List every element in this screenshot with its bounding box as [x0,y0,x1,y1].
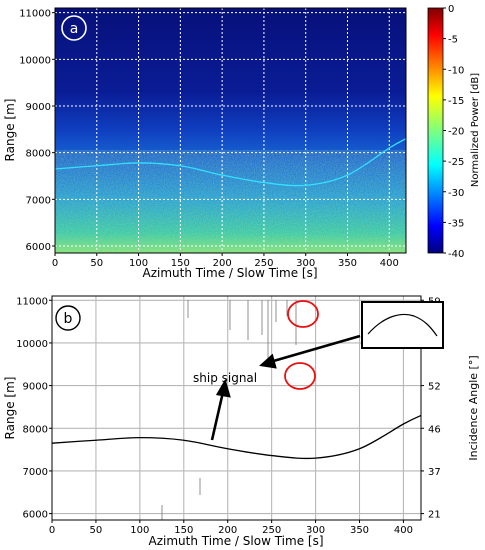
y-tick-label: 9000 [23,382,48,393]
y-tick-label: 7000 [23,467,48,478]
panel-b-badge-label: b [64,311,73,327]
y-tick-label: 6000 [26,242,51,253]
panel-a-xlabel: Azimuth Time / Slow Time [s] [142,266,317,280]
colorbar-ticks: 0 -5 -10 -15 -20 -25 -30 -35 -40 [443,4,464,260]
x-tick-label: 100 [129,258,148,269]
panel-b-frame [51,295,422,521]
panel-a-grid [55,8,406,253]
x-tick-label: 400 [380,258,399,269]
colorbar-tick-label: -20 [448,127,464,138]
x-tick-label: 200 [213,258,232,269]
panel-b-ship-track [52,414,421,460]
x-tick-label: 150 [174,525,193,536]
x-tick-label: 100 [130,525,149,536]
x-tick-label: 350 [338,258,357,269]
annotation-arrows [210,334,361,441]
panel-b-ylabel: Range [m] [3,377,17,440]
x-tick-label: 250 [254,258,273,269]
colorbar-tick-label: -40 [448,249,464,260]
y-tick-label: 10000 [19,55,51,66]
y-tick-label: 10000 [16,339,48,350]
ship-signal-label: ship signal [193,371,257,385]
panel-a-ship-track [55,138,406,187]
y-tick-label: 9000 [26,102,51,113]
colorbar [427,7,444,254]
x-tick-label: 50 [90,525,103,536]
red-circle-top [287,300,319,328]
y-tick-label: 8000 [26,149,51,160]
inset-track [367,313,438,337]
arrow-to-inset-head [259,353,277,369]
x-tick-label: 400 [394,525,413,536]
y-tick-label: 11000 [19,9,51,20]
colorbar-tick-label: -5 [448,35,458,46]
x-tick-label: 0 [52,258,58,269]
panel-b: 0 50 100 150 200 250 300 350 400 6000 7000 8000 900… [3,295,480,548]
panel-b-clutter [161,300,297,520]
x-tick-label: 250 [262,525,281,536]
panel-a-x-ticks: 0 50 100 150 200 250 300 350 400 [52,253,399,269]
colorbar-tick-label: -30 [448,188,464,199]
x-tick-label: 300 [296,258,315,269]
y2-tick-label: 21 [428,510,441,521]
arrow-to-inset [269,334,361,364]
arrow-to-track [210,391,225,441]
x-tick-label: 0 [49,525,55,536]
panel-b-y2label: Incidence Angle [°] [467,355,480,460]
panel-a: 0 50 100 150 200 250 300 350 400 6000 7000 8000 900… [3,4,481,280]
y-tick-label: 6000 [23,510,48,521]
panel-b-y-ticks: 6000 7000 8000 9000 10000 11000 [16,296,52,521]
x-tick-label: 300 [306,525,325,536]
panel-a-ylabel: Range [m] [3,99,17,162]
x-tick-label: 200 [218,525,237,536]
colorbar-tick-label: -35 [448,218,464,229]
colorbar-label: Normalized Power [dB] [470,73,481,187]
panel-b-x-ticks: 0 50 100 150 200 250 300 350 400 [49,520,413,536]
panel-a-badge [61,15,87,41]
y2-tick-label: 37 [428,467,441,478]
panel-b-grid [52,296,421,520]
y-tick-label: 8000 [23,424,48,435]
panel-a-y-ticks: 6000 7000 8000 9000 10000 11000 [19,9,55,253]
x-tick-label: 150 [171,258,190,269]
colorbar-tick-label: -25 [448,157,464,168]
red-circle-middle [284,362,316,390]
y-tick-label: 11000 [16,296,48,307]
panel-b-xlabel: Azimuth Time / Slow Time [s] [148,534,323,548]
inset-box [361,301,444,349]
colorbar-tick-label: -10 [448,65,464,76]
panel-a-frame [54,7,407,254]
x-tick-label: 50 [90,258,103,269]
x-tick-label: 350 [350,525,369,536]
arrow-to-track-head [215,378,231,398]
colorbar-tick-label: 0 [448,4,454,15]
panel-a-badge-label: a [70,21,79,37]
panel-b-badge [55,305,81,331]
y2-tick-label: 46 [428,424,441,435]
y-tick-label: 7000 [26,195,51,206]
colorbar-tick-label: -15 [448,96,464,107]
y2-tick-label: 52 [428,382,441,393]
